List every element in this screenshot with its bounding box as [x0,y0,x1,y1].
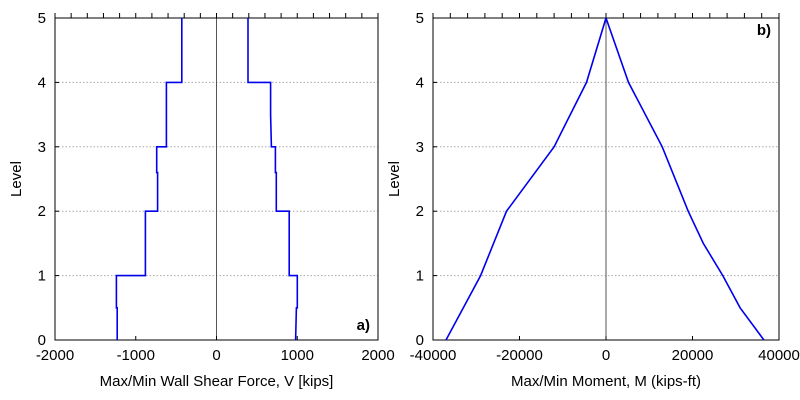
panel-label: b) [757,22,771,39]
series-line-min [115,18,183,340]
x-tick-label: 0 [602,347,610,364]
panel-label: a) [357,317,370,334]
y-tick-label: 5 [416,10,424,27]
y-tick-label: 4 [38,74,46,91]
x-tick-label: 2000 [361,347,394,364]
series-line-min [445,17,607,341]
panel-b: -40000 -20000 0 20000 40000 0 1 2 3 4 5 Max/Min Mom… [386,10,800,390]
x-axis-title: Max/Min Wall Shear Force, V [kips] [100,373,334,390]
y-axis-title: Level [8,161,25,197]
x-axis-title: Max/Min Moment, M (kips-ft) [511,373,701,390]
y-tick-label: 0 [416,332,424,349]
y-axis-title: Level [386,161,403,197]
x-tick-label: -2000 [36,347,74,364]
x-tick-label: -20000 [496,347,543,364]
y-tick-label: 2 [38,203,46,220]
x-tick-label: 20000 [672,347,714,364]
y-tick-label: 1 [38,268,46,285]
x-tick-label: -40000 [410,347,457,364]
x-tick-label: -1000 [117,347,155,364]
y-tick-label: 3 [416,139,424,156]
x-tick-label: 1000 [281,347,314,364]
series-line-max [605,17,765,341]
y-tick-label: 5 [38,10,46,27]
panel-a: -2000 -1000 0 1000 2000 0 1 2 3 4 5 Max/Min Wall Sh… [8,10,395,390]
series-line-max [247,18,299,341]
x-tick-label: 40000 [758,347,800,364]
y-tick-label: 1 [416,268,424,285]
y-tick-label: 0 [38,332,46,349]
y-tick-label: 2 [416,203,424,220]
y-tick-label: 4 [416,74,424,91]
x-tick-label: 0 [212,347,220,364]
y-tick-label: 3 [38,139,46,156]
